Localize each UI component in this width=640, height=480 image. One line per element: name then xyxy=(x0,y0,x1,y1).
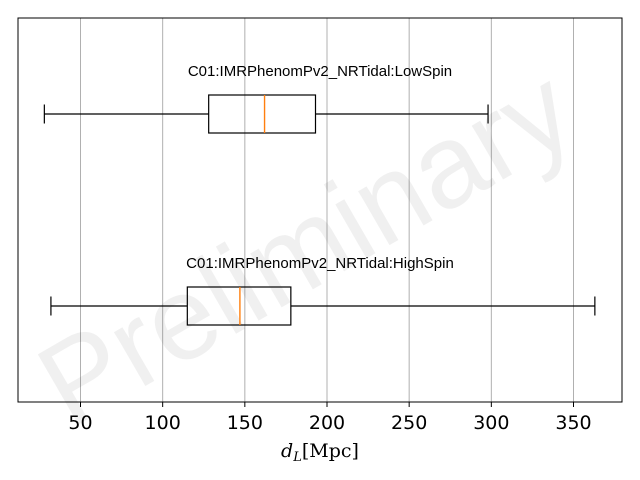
x-axis-label: dL[Mpc] xyxy=(281,440,359,465)
x-tick-label: 350 xyxy=(555,412,591,434)
grid-lines xyxy=(80,18,574,402)
iqr-box xyxy=(186,286,292,326)
box-group: C01:IMRPhenomPv2_NRTidal:HighSpin xyxy=(50,255,596,326)
series-label: C01:IMRPhenomPv2_NRTidal:LowSpin xyxy=(188,63,452,80)
box-group: C01:IMRPhenomPv2_NRTidal:LowSpin xyxy=(43,63,489,134)
watermark-text: Preliminary xyxy=(17,43,594,452)
series-label: C01:IMRPhenomPv2_NRTidal:HighSpin xyxy=(186,255,454,272)
iqr-box xyxy=(208,94,317,134)
box-series: C01:IMRPhenomPv2_NRTidal:LowSpin C01:IMRP… xyxy=(43,63,596,326)
x-tick-label: 250 xyxy=(391,412,427,434)
x-tick-label: 300 xyxy=(473,412,509,434)
x-tick-label: 50 xyxy=(68,412,92,434)
x-tick-label: 100 xyxy=(145,412,181,434)
plot-frame xyxy=(17,17,623,403)
x-tick-label: 200 xyxy=(309,412,345,434)
x-axis: 50 100 150 200 250 300 350 xyxy=(68,402,592,434)
x-tick-label: 150 xyxy=(227,412,263,434)
